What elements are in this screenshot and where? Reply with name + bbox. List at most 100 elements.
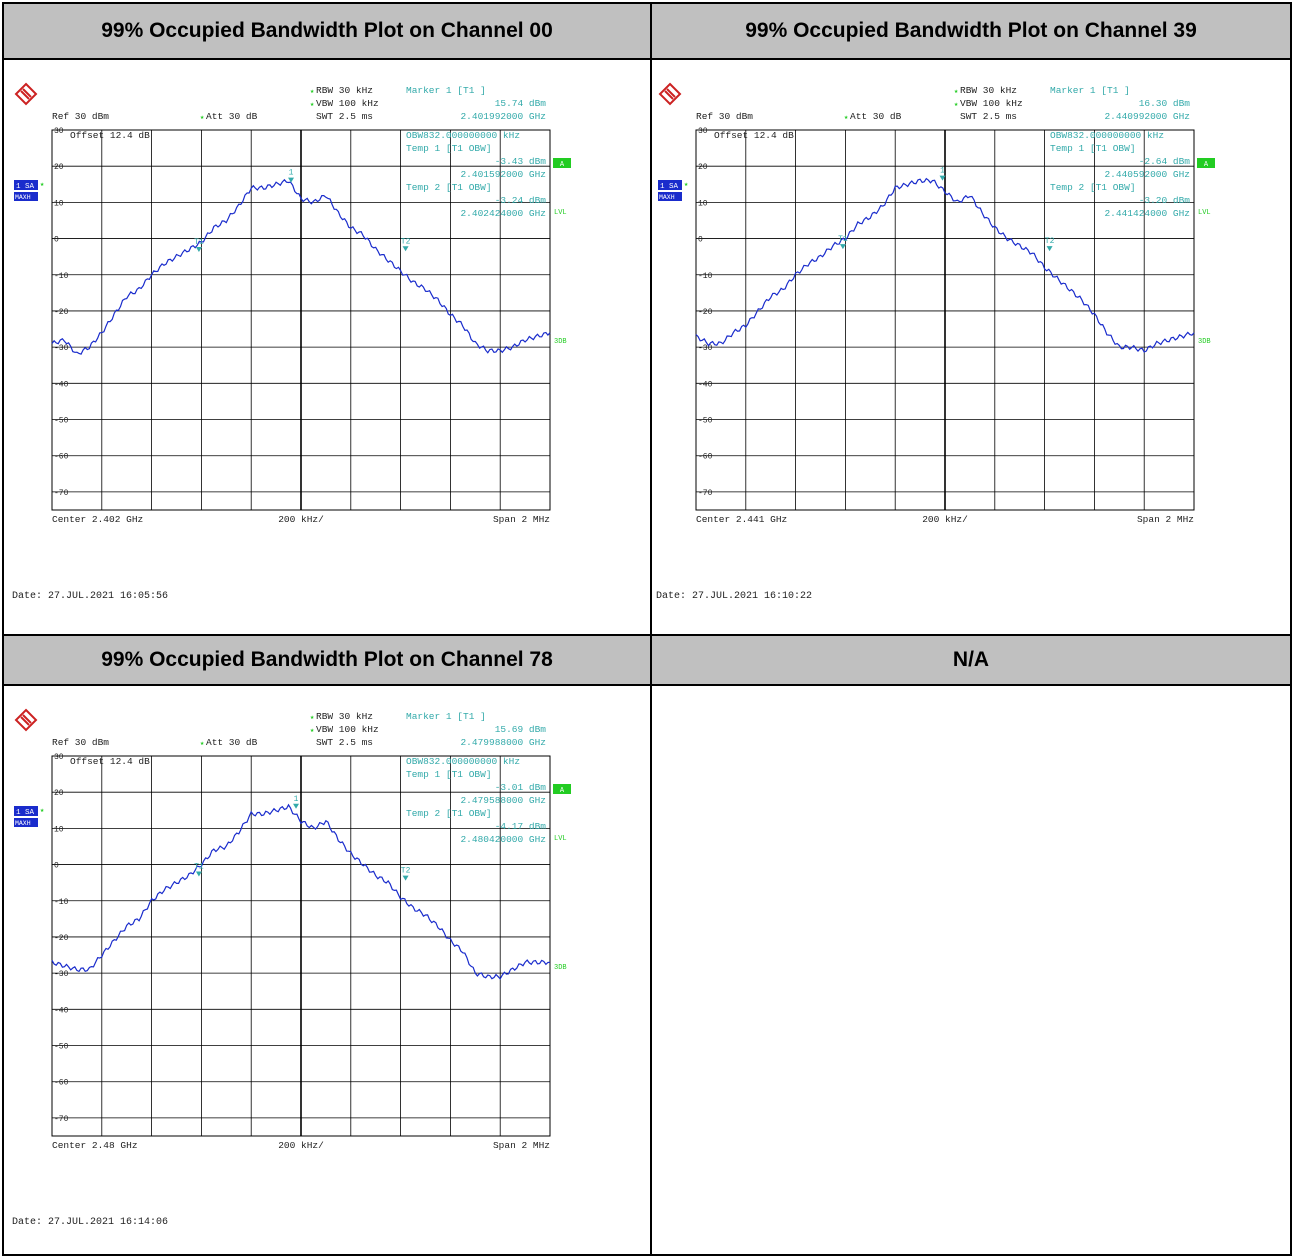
offset-label: Offset 12.4 dB bbox=[70, 756, 150, 767]
marker-label: T1 bbox=[838, 235, 848, 244]
vbw-label: VBW 100 kHz bbox=[316, 98, 379, 109]
logo-diamond bbox=[658, 82, 682, 106]
star-icon: ★ bbox=[310, 714, 315, 722]
logo-stripes bbox=[20, 714, 32, 726]
y-tick-label: -20 bbox=[54, 308, 69, 317]
star-icon: ★ bbox=[200, 740, 205, 748]
span-label: Span 2 MHz bbox=[493, 514, 550, 525]
y-tick-label: -70 bbox=[54, 489, 69, 498]
temp2-label: Temp 2 [T1 OBW] bbox=[406, 808, 492, 819]
y-tick-label: -10 bbox=[54, 272, 69, 281]
y-tick-label: -60 bbox=[54, 453, 69, 462]
temp1-freq: 2.440592000 GHz bbox=[1104, 169, 1190, 180]
y-tick-label: -50 bbox=[54, 417, 69, 426]
span-per-div-label: 200 kHz/ bbox=[278, 1140, 324, 1151]
marker-triangle-icon bbox=[288, 177, 295, 183]
marker-triangle-icon bbox=[195, 246, 202, 252]
marker-level: 15.74 dBm bbox=[495, 98, 547, 109]
span-per-div-label: 200 kHz/ bbox=[278, 514, 324, 525]
swt-label: SWT 2.5 ms bbox=[960, 111, 1017, 122]
obw-label: OBW832.000000000 kHz bbox=[406, 130, 520, 141]
logo-diamond bbox=[14, 708, 38, 732]
a-badge bbox=[553, 158, 571, 168]
y-tick-label: -70 bbox=[54, 1115, 69, 1124]
y-tick-label: -30 bbox=[54, 970, 69, 979]
logo-stripes bbox=[664, 88, 676, 100]
panel-title-ch00: 99% Occupied Bandwidth Plot on Channel 0… bbox=[4, 4, 650, 60]
rbw-label: RBW 30 kHz bbox=[960, 85, 1017, 96]
center-freq-label: Center 2.402 GHz bbox=[52, 514, 143, 525]
y-tick-label: 20 bbox=[54, 163, 64, 172]
center-freq-label: Center 2.441 GHz bbox=[696, 514, 787, 525]
panel-title-ch78: 99% Occupied Bandwidth Plot on Channel 7… bbox=[4, 634, 650, 686]
date-stamp: Date: 27.JUL.2021 16:10:22 bbox=[656, 591, 812, 602]
y-tick-label: 20 bbox=[54, 789, 64, 798]
3db-label: 3DB bbox=[554, 338, 567, 346]
a-badge-label: A bbox=[1204, 161, 1209, 169]
a-badge bbox=[1197, 158, 1215, 168]
star-icon: ★ bbox=[844, 114, 849, 122]
star-icon: ★ bbox=[40, 807, 45, 815]
marker-freq: 2.401992000 GHz bbox=[460, 111, 546, 122]
3db-label: 3DB bbox=[554, 964, 567, 972]
marker-label: T2 bbox=[401, 237, 411, 246]
mode-badge bbox=[14, 818, 38, 827]
temp2-freq: 2.480420000 GHz bbox=[460, 834, 546, 845]
marker-triangle-icon bbox=[402, 875, 409, 881]
a-badge-label: A bbox=[560, 161, 565, 169]
marker-label: T1 bbox=[194, 238, 204, 247]
trace-badge bbox=[14, 806, 38, 816]
span-per-div-label: 200 kHz/ bbox=[922, 514, 968, 525]
analyzer-screen-ch00: ★ RBW 30 kHz ★ VBW 100 kHz SWT 2.5 ms Ref 30 … bbox=[10, 66, 640, 611]
temp1-level: -3.43 dBm bbox=[495, 156, 547, 167]
panel-title-ch39: 99% Occupied Bandwidth Plot on Channel 3… bbox=[652, 4, 1290, 60]
vbw-label: VBW 100 kHz bbox=[960, 98, 1023, 109]
span-label: Span 2 MHz bbox=[1137, 514, 1194, 525]
y-tick-label: -60 bbox=[54, 1079, 69, 1088]
date-stamp: Date: 27.JUL.2021 16:05:56 bbox=[12, 591, 168, 602]
y-tick-label: -40 bbox=[698, 380, 713, 389]
temp1-freq: 2.479588000 GHz bbox=[460, 795, 546, 806]
temp2-freq: 2.402424000 GHz bbox=[460, 208, 546, 219]
panel-title-na: N/A bbox=[652, 634, 1290, 686]
y-tick-label: 0 bbox=[54, 236, 59, 245]
rs-logo-icon bbox=[14, 708, 38, 732]
y-tick-label: 30 bbox=[698, 127, 708, 136]
offset-label: Offset 12.4 dB bbox=[70, 130, 150, 141]
spectrum-trace bbox=[695, 177, 1195, 353]
temp2-level: -3.24 dBm bbox=[495, 195, 547, 206]
marker-triangle-icon bbox=[293, 803, 300, 809]
star-icon: ★ bbox=[200, 114, 205, 122]
temp1-label: Temp 1 [T1 OBW] bbox=[1050, 143, 1136, 154]
temp1-level: -3.01 dBm bbox=[495, 782, 547, 793]
y-tick-label: -30 bbox=[698, 344, 713, 353]
logo-stripes bbox=[20, 88, 32, 100]
marker-title: Marker 1 [T1 ] bbox=[406, 711, 486, 722]
temp2-label: Temp 2 [T1 OBW] bbox=[1050, 182, 1136, 193]
marker-title: Marker 1 [T1 ] bbox=[1050, 85, 1130, 96]
mode-badge-label: MAXH bbox=[15, 194, 31, 201]
swt-label: SWT 2.5 ms bbox=[316, 111, 373, 122]
y-tick-label: -60 bbox=[698, 453, 713, 462]
temp1-level: -2.64 dBm bbox=[1139, 156, 1191, 167]
trace-badge-label: 1 SA bbox=[16, 809, 35, 817]
star-icon: ★ bbox=[310, 101, 315, 109]
star-icon: ★ bbox=[310, 88, 315, 96]
trace-badge-label: 1 SA bbox=[16, 183, 35, 191]
mode-badge-label: MAXH bbox=[15, 820, 31, 827]
span-label: Span 2 MHz bbox=[493, 1140, 550, 1151]
vbw-label: VBW 100 kHz bbox=[316, 724, 379, 735]
temp1-label: Temp 1 [T1 OBW] bbox=[406, 769, 492, 780]
lvl-label: LVL bbox=[554, 209, 567, 217]
trace-badge bbox=[14, 180, 38, 190]
a-badge bbox=[553, 784, 571, 794]
marker-label: T2 bbox=[401, 867, 411, 876]
y-tick-label: 10 bbox=[54, 825, 64, 834]
lvl-label: LVL bbox=[1198, 209, 1211, 217]
y-tick-label: -20 bbox=[54, 934, 69, 943]
marker-freq: 2.479988000 GHz bbox=[460, 737, 546, 748]
marker-triangle-icon bbox=[939, 175, 946, 181]
date-stamp: Date: 27.JUL.2021 16:14:06 bbox=[12, 1217, 168, 1228]
y-tick-label: 10 bbox=[54, 199, 64, 208]
